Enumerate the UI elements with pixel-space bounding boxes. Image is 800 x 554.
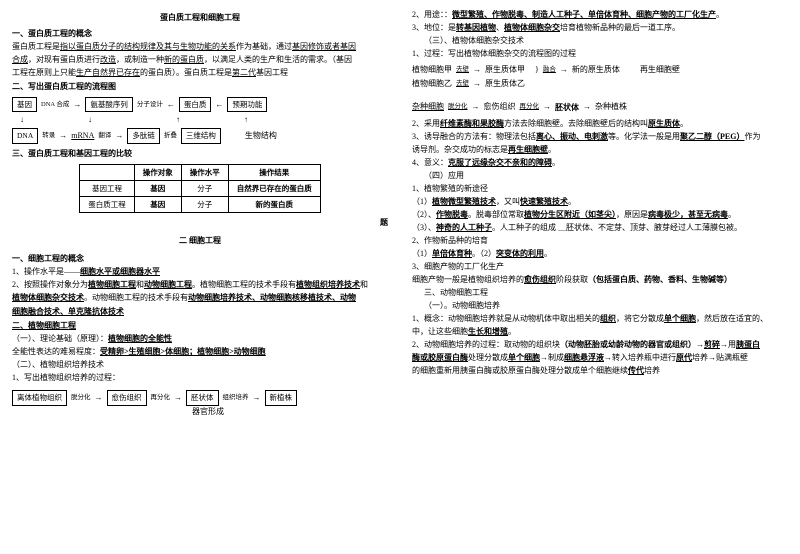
ti-label: 题 bbox=[12, 217, 388, 229]
para: 1、写出植物组织培养的过程： bbox=[12, 372, 388, 384]
arrow-icon: ↑ bbox=[244, 114, 248, 126]
section-3-heading: 三、蛋白质工程和基因工程的比较 bbox=[12, 148, 388, 160]
para: 工程在原则上只能生产自然界已存在的蛋白质）。蛋白质工程是第二代基因工程 bbox=[12, 67, 388, 79]
tissue-culture-flow: 离体植物组织 脱分化→ 愈伤组织 再分化→ 胚状体 组织培养→ 新植株 bbox=[12, 390, 388, 405]
para: 植物体细胞杂交技术。动物细胞工程的技术手段有动物细胞培养技术、动物细胞核移植技术… bbox=[12, 292, 388, 304]
para: （2）、作物脱毒。脱毒部位常取植物分生区附近（如茎尖），原因是病毒极少，甚至无病… bbox=[412, 209, 788, 221]
para: 1、植物繁殖的新途径 bbox=[412, 183, 788, 195]
para: 中，让这些细胞生长和增殖。 bbox=[412, 326, 788, 338]
mrna-label: mRNA bbox=[71, 130, 94, 142]
right-column: 2、用途：：微型繁殖、作物脱毒、制造人工种子、单倍体育种、细胞产物的工厂化生产。… bbox=[400, 0, 800, 554]
arrow-icon: ↓ bbox=[88, 114, 92, 126]
para: 1、概念：动物细胞培养就是从动物机体中取出相关的组织，将它分散成单个细胞，然后放… bbox=[412, 313, 788, 325]
para: 细胞产物一般是植物组织培养的愈伤组织阶段获取（包括蛋白质、药物、香料、生物碱等） bbox=[412, 274, 788, 286]
para: 全能性表达的难易程度：受精卵>生殖细胞>体细胞；植物细胞>动物细胞 bbox=[12, 346, 388, 358]
box-peptide: 多肽链 bbox=[127, 128, 160, 143]
para: （一）。动物细胞培养 bbox=[424, 300, 788, 312]
para: 2、用途：：微型繁殖、作物脱毒、制造人工种子、单倍体育种、细胞产物的工厂化生产。 bbox=[412, 9, 788, 21]
para: 2、动物细胞培养的过程：取动物的组织块（动物胚胎或幼龄动物的器官或组织）→剪碎→… bbox=[412, 339, 788, 351]
para: 4、意义：克服了远缘杂交不亲和的障碍。 bbox=[412, 157, 788, 169]
para: （1）植物微型繁殖技术，又叫快速繁殖技术。 bbox=[412, 196, 788, 208]
para: （三）、植物体细胞杂交技术 bbox=[424, 35, 788, 47]
box-3d: 三维结构 bbox=[181, 128, 221, 143]
para: 诱导剂。杂交成功的标志是再生细胞壁。 bbox=[412, 144, 788, 156]
box-protein: 蛋白质 bbox=[179, 97, 212, 112]
arrow-icon: ↑ bbox=[176, 114, 180, 126]
bio-struct: 生物结构 bbox=[245, 130, 277, 142]
table-row: 基因工程基因分子自然界已存在的蛋白质 bbox=[80, 180, 321, 196]
para: 合成，对现有蛋白质进行改造，或制造一种新的蛋白质，以满足人类的生产和生活的需求。… bbox=[12, 54, 388, 66]
left-column: 蛋白质工程和细胞工程 一、蛋白质工程的概念 蛋白质工程是指以蛋白质分子的结构规律… bbox=[0, 0, 400, 554]
para: （四）应用 bbox=[424, 170, 788, 182]
para: 3、细胞产物的工厂化生产 bbox=[412, 261, 788, 273]
box-aaseq: 氨基酸序列 bbox=[85, 97, 133, 112]
section-1-heading: 一、蛋白质工程的概念 bbox=[12, 28, 388, 40]
para: 三、动物细胞工程 bbox=[424, 287, 788, 299]
para: 3、地位：是转基因植物、植物体细胞杂交培育植物新品种的最后一道工序。 bbox=[412, 22, 788, 34]
arrow-icon: ← bbox=[215, 99, 223, 111]
box-gene: 基因 bbox=[12, 97, 37, 112]
cell-s1: 一、细胞工程的概念 bbox=[12, 253, 388, 265]
section-2-heading: 二、写出蛋白质工程的流程图 bbox=[12, 81, 388, 93]
arrow-icon: → bbox=[59, 130, 67, 142]
para: 酶或胶原蛋白酶处理分散成单个细胞→制成细胞悬浮液→转入培养瓶中进行原代培养→贴满… bbox=[412, 352, 788, 364]
table-row: 蛋白质工程基因分子新的蛋白质 bbox=[80, 197, 321, 213]
para: 细胞融合技术、单克隆抗体技术 bbox=[12, 306, 388, 318]
box-dna: DNA bbox=[12, 128, 38, 143]
para: 2、采用纤维素酶和果胶酶方法去除细胞壁。去除细胞壁后的结构叫原生质体。 bbox=[412, 118, 788, 130]
para: 2、作物新品种的培育 bbox=[412, 235, 788, 247]
para: 1、操作水平是——细胞水平或细胞器水平 bbox=[12, 266, 388, 278]
para: 3、诱导融合的方法有：物理法包括离心、振动、电刺激等。化学法一般是用聚乙二醇（P… bbox=[412, 131, 788, 143]
tissue-culture-flow-2: 器官形成 bbox=[192, 406, 388, 418]
comparison-table: 操作对象操作水平操作结果 基因工程基因分子自然界已存在的蛋白质 蛋白质工程基因分… bbox=[79, 164, 321, 214]
para: 1、过程：写出植物体细胞杂交的流程图的过程 bbox=[412, 48, 788, 60]
somatic-hybrid-diagram: 植物细胞甲去壁→ 原生质体甲 }融合→ 新的原生质体 再生细胞壁 植物细胞乙去壁… bbox=[412, 64, 788, 114]
subtitle-cell: 二 细胞工程 bbox=[12, 235, 388, 247]
arrow-icon: ← bbox=[167, 99, 175, 111]
arrow-icon: ↓ bbox=[20, 114, 24, 126]
protein-flow-diagram: 基因 DNA 合成 → 氨基酸序列 分子设计 ← 蛋白质 ← 预期功能 ↓ ↓ … bbox=[12, 97, 388, 144]
para: （3）、神奇的人工种子。人工种子的组成 ＿胚状体、不定芽、顶芽、腋芽经过人工薄膜… bbox=[412, 222, 788, 234]
main-title: 蛋白质工程和细胞工程 bbox=[12, 12, 388, 24]
arrow-icon: → bbox=[73, 99, 81, 111]
para: 的细胞重新用胰蛋白酶或胶原蛋白酶处理分散成单个细胞继续传代培养 bbox=[412, 365, 788, 377]
para: （1）单倍体育种。（2）突变体的利用。 bbox=[412, 248, 788, 260]
para: 2、按照操作对象分为植物细胞工程和动物细胞工程。植物细胞工程的技术手段有植物组织… bbox=[12, 279, 388, 291]
cell-s2: 二、植物细胞工程 bbox=[12, 320, 388, 332]
para: （二）、植物组织培养技术 bbox=[12, 359, 388, 371]
box-function: 预期功能 bbox=[227, 97, 267, 112]
para: 蛋白质工程是指以蛋白质分子的结构规律及其与生物功能的关系作为基础，通过基因修饰或… bbox=[12, 41, 388, 53]
para: （一）、理论基础（原理）：植物细胞的全能性 bbox=[12, 333, 388, 345]
arrow-icon: → bbox=[115, 130, 123, 142]
